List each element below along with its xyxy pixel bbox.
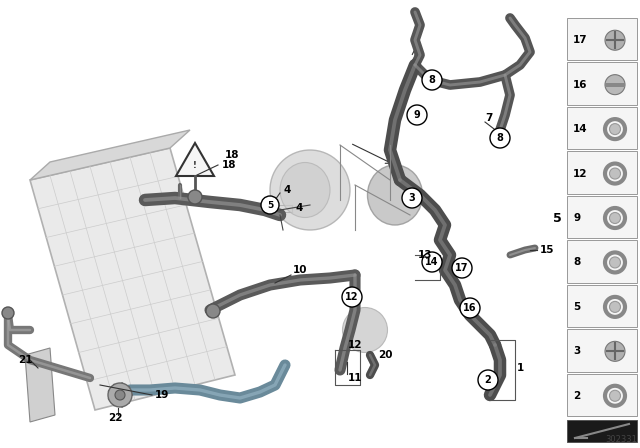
FancyBboxPatch shape [567, 284, 637, 327]
Polygon shape [176, 143, 214, 176]
Text: 11: 11 [348, 373, 362, 383]
Text: 2: 2 [484, 375, 492, 385]
Text: 302331: 302331 [605, 435, 637, 444]
Text: 16: 16 [463, 303, 477, 313]
Text: 7: 7 [485, 113, 492, 123]
Circle shape [2, 307, 14, 319]
Ellipse shape [342, 307, 387, 353]
Text: 8: 8 [573, 258, 580, 267]
Text: 18: 18 [222, 160, 237, 170]
FancyBboxPatch shape [567, 18, 637, 60]
FancyBboxPatch shape [567, 151, 637, 194]
Text: 18: 18 [225, 150, 239, 160]
Text: 14: 14 [425, 257, 439, 267]
Text: 16: 16 [573, 80, 588, 90]
FancyBboxPatch shape [567, 240, 637, 283]
Text: 5: 5 [573, 302, 580, 312]
Text: 9: 9 [413, 110, 420, 120]
Circle shape [261, 196, 279, 214]
Circle shape [342, 287, 362, 307]
Text: 9: 9 [573, 213, 580, 223]
Text: 20: 20 [378, 350, 392, 360]
Text: 4: 4 [295, 203, 302, 213]
Circle shape [478, 370, 498, 390]
Text: 19: 19 [155, 390, 170, 400]
Text: 13: 13 [418, 250, 433, 260]
Text: 5: 5 [267, 201, 273, 210]
Polygon shape [30, 148, 235, 410]
Text: 17: 17 [455, 263, 468, 273]
Circle shape [609, 212, 621, 224]
FancyBboxPatch shape [567, 329, 637, 371]
Text: !: ! [193, 161, 197, 171]
Text: 1: 1 [517, 363, 524, 373]
Circle shape [452, 258, 472, 278]
Text: 14: 14 [573, 124, 588, 134]
Circle shape [609, 390, 621, 401]
Text: 15: 15 [540, 245, 554, 255]
Text: 21: 21 [18, 355, 33, 365]
Circle shape [188, 190, 202, 204]
Text: 8: 8 [429, 75, 435, 85]
Text: 3: 3 [408, 193, 415, 203]
Text: 22: 22 [108, 413, 122, 423]
Circle shape [422, 70, 442, 90]
Text: 12: 12 [573, 168, 588, 179]
FancyBboxPatch shape [567, 420, 637, 442]
Circle shape [605, 75, 625, 95]
Bar [605, 83, 625, 86]
Ellipse shape [367, 165, 422, 225]
Text: 12: 12 [345, 292, 359, 302]
FancyBboxPatch shape [567, 62, 637, 105]
Circle shape [206, 304, 220, 318]
Circle shape [609, 302, 621, 312]
Circle shape [115, 390, 125, 400]
Polygon shape [25, 348, 55, 422]
Text: 5: 5 [552, 211, 561, 224]
Circle shape [460, 298, 480, 318]
Polygon shape [30, 130, 190, 180]
Circle shape [605, 341, 625, 362]
Circle shape [490, 128, 510, 148]
FancyBboxPatch shape [567, 374, 637, 416]
Text: 17: 17 [573, 35, 588, 45]
Text: 3: 3 [573, 346, 580, 356]
Circle shape [605, 30, 625, 50]
Circle shape [407, 105, 427, 125]
FancyBboxPatch shape [567, 107, 637, 149]
Circle shape [609, 257, 621, 268]
Circle shape [609, 124, 621, 134]
Text: 4: 4 [283, 185, 291, 195]
Text: 8: 8 [497, 133, 504, 143]
FancyBboxPatch shape [567, 196, 637, 238]
Circle shape [402, 188, 422, 208]
Text: 12: 12 [348, 340, 362, 350]
Text: 10: 10 [293, 265, 307, 275]
Circle shape [609, 168, 621, 179]
Ellipse shape [280, 163, 330, 217]
Ellipse shape [270, 150, 350, 230]
Circle shape [422, 252, 442, 272]
Text: 2: 2 [573, 391, 580, 401]
Circle shape [108, 383, 132, 407]
